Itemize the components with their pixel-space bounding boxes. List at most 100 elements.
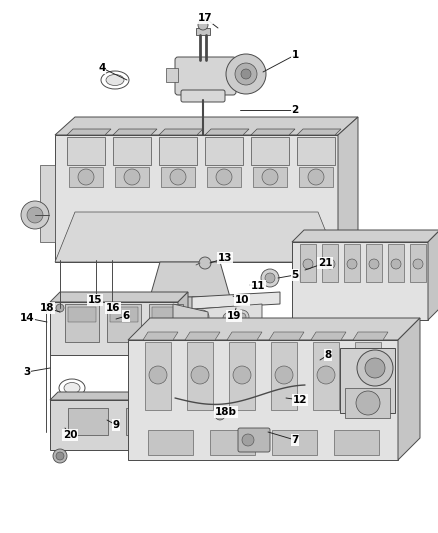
Ellipse shape: [64, 383, 80, 393]
Circle shape: [233, 366, 251, 384]
Circle shape: [347, 259, 357, 269]
Circle shape: [215, 410, 225, 420]
Polygon shape: [205, 129, 249, 135]
Polygon shape: [345, 388, 390, 418]
Polygon shape: [334, 430, 379, 455]
Polygon shape: [251, 137, 289, 165]
Polygon shape: [159, 129, 203, 135]
Polygon shape: [297, 137, 335, 165]
Polygon shape: [161, 167, 195, 187]
Polygon shape: [55, 117, 358, 135]
Text: 10: 10: [235, 295, 249, 305]
Polygon shape: [107, 304, 141, 342]
Text: 1: 1: [291, 50, 299, 60]
Circle shape: [27, 207, 43, 223]
Text: 6: 6: [122, 311, 130, 321]
Polygon shape: [110, 307, 138, 322]
Polygon shape: [185, 332, 220, 340]
Text: 8: 8: [325, 350, 332, 360]
Polygon shape: [50, 400, 168, 450]
Circle shape: [308, 169, 324, 185]
Circle shape: [359, 366, 377, 384]
Polygon shape: [229, 342, 255, 410]
Circle shape: [170, 169, 186, 185]
Text: 12: 12: [293, 395, 307, 405]
Polygon shape: [55, 212, 338, 262]
Polygon shape: [178, 292, 188, 355]
Circle shape: [92, 296, 100, 304]
Circle shape: [223, 313, 233, 323]
Circle shape: [238, 313, 246, 321]
Polygon shape: [269, 332, 304, 340]
FancyBboxPatch shape: [181, 90, 225, 102]
Polygon shape: [355, 342, 381, 410]
Polygon shape: [69, 167, 103, 187]
Text: 11: 11: [251, 281, 265, 291]
Text: 21: 21: [318, 258, 332, 268]
Polygon shape: [197, 304, 262, 332]
Polygon shape: [253, 167, 287, 187]
Polygon shape: [159, 137, 197, 165]
Polygon shape: [300, 244, 316, 282]
Text: 5: 5: [291, 270, 299, 280]
Circle shape: [317, 366, 335, 384]
Polygon shape: [205, 137, 243, 165]
Polygon shape: [338, 117, 358, 262]
Text: 14: 14: [20, 313, 34, 323]
Circle shape: [325, 259, 335, 269]
Text: 3: 3: [23, 367, 31, 377]
Polygon shape: [271, 342, 297, 410]
Circle shape: [369, 259, 379, 269]
Polygon shape: [68, 408, 108, 435]
Polygon shape: [313, 342, 339, 410]
Polygon shape: [428, 230, 438, 320]
Ellipse shape: [106, 75, 124, 85]
Polygon shape: [398, 318, 420, 460]
Polygon shape: [410, 244, 426, 282]
Polygon shape: [65, 304, 99, 342]
Polygon shape: [388, 244, 404, 282]
Circle shape: [241, 69, 251, 79]
Polygon shape: [166, 68, 178, 82]
Polygon shape: [50, 392, 176, 400]
Circle shape: [262, 169, 278, 185]
Circle shape: [124, 169, 140, 185]
Polygon shape: [292, 230, 438, 242]
Text: 19: 19: [227, 311, 241, 321]
Circle shape: [199, 257, 211, 269]
Circle shape: [226, 54, 266, 94]
Circle shape: [235, 310, 249, 324]
Polygon shape: [148, 297, 240, 317]
Circle shape: [195, 310, 209, 324]
Polygon shape: [40, 165, 55, 242]
Polygon shape: [50, 292, 188, 302]
Circle shape: [265, 273, 275, 283]
Circle shape: [242, 434, 254, 446]
Circle shape: [365, 358, 385, 378]
Polygon shape: [340, 348, 395, 413]
Text: 9: 9: [113, 420, 120, 430]
Polygon shape: [353, 332, 388, 340]
FancyBboxPatch shape: [175, 57, 236, 95]
Polygon shape: [67, 137, 105, 165]
Polygon shape: [148, 430, 193, 455]
Circle shape: [56, 304, 64, 312]
Polygon shape: [145, 342, 171, 410]
Polygon shape: [128, 318, 420, 340]
Circle shape: [198, 20, 208, 30]
Circle shape: [357, 350, 393, 386]
Circle shape: [261, 269, 279, 287]
Polygon shape: [299, 167, 333, 187]
Polygon shape: [113, 129, 157, 135]
Text: 20: 20: [63, 430, 77, 440]
Polygon shape: [366, 244, 382, 282]
Polygon shape: [143, 332, 178, 340]
Polygon shape: [207, 167, 241, 187]
Polygon shape: [55, 135, 338, 262]
Polygon shape: [297, 129, 341, 135]
Polygon shape: [126, 408, 166, 435]
Circle shape: [391, 259, 401, 269]
Polygon shape: [322, 244, 338, 282]
Polygon shape: [50, 302, 178, 355]
Text: 7: 7: [291, 435, 299, 445]
